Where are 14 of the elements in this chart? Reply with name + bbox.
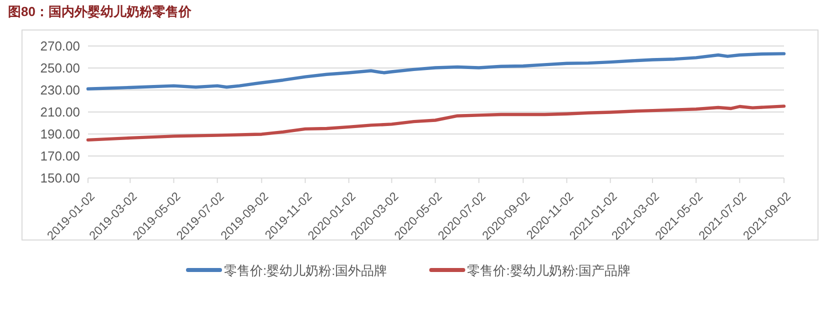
title: 图80：国内外婴幼儿奶粉零售价 <box>8 4 192 19</box>
y-tick-label: 170.00 <box>40 148 80 164</box>
legend-item: 零售价:婴幼儿奶粉:国产品牌 <box>429 263 630 278</box>
y-tick-label: 190.00 <box>40 126 80 142</box>
legend-label: 零售价:婴幼儿奶粉:国外品牌 <box>224 263 388 278</box>
y-tick-label: 210.00 <box>40 104 80 120</box>
y-tick-label: 150.00 <box>40 170 80 186</box>
y-tick-label: 230.00 <box>40 82 80 98</box>
y-tick-label: 270.00 <box>40 38 80 54</box>
line-series <box>86 104 786 142</box>
y-tick-label: 250.00 <box>40 60 80 76</box>
line-series <box>86 52 786 90</box>
legend-label: 零售价:婴幼儿奶粉:国产品牌 <box>467 263 630 278</box>
legend-item: 零售价:婴幼儿奶粉:国外品牌 <box>186 263 388 278</box>
